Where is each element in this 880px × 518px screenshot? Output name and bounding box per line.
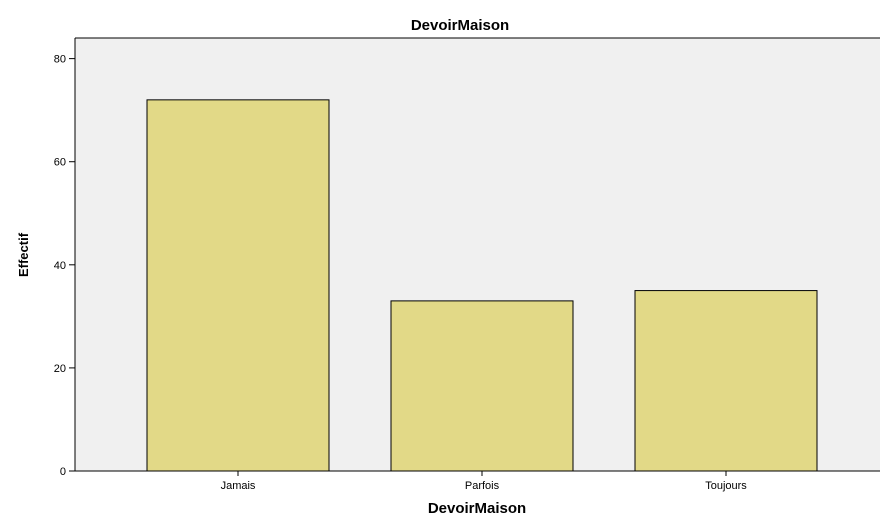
bar-parfois — [390, 300, 574, 472]
x-axis-ticks: Jamais Parfois Toujours — [221, 471, 747, 492]
bar-jamais — [146, 99, 330, 472]
x-tick-label: Toujours — [705, 480, 747, 492]
y-tick-label: 60 — [54, 157, 66, 169]
x-tick-label: Jamais — [221, 480, 256, 492]
y-axis-title: Effectif — [16, 232, 31, 277]
y-tick-label: 0 — [60, 466, 66, 478]
x-tick-label: Parfois — [465, 480, 500, 492]
y-tick-label: 40 — [54, 260, 66, 272]
chart-title: DevoirMaison — [411, 17, 509, 34]
y-tick-label: 80 — [54, 54, 66, 66]
bars-group — [146, 99, 818, 472]
bar-toujours — [634, 290, 818, 472]
x-axis-title: DevoirMaison — [428, 500, 526, 517]
y-tick-label: 20 — [54, 363, 66, 375]
y-axis-ticks: 0 20 40 60 80 — [54, 54, 75, 478]
